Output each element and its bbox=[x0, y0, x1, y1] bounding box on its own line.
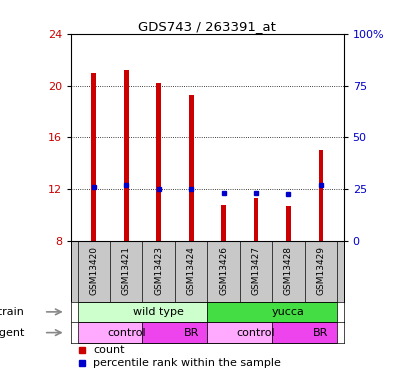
Text: yucca: yucca bbox=[272, 307, 305, 317]
Title: GDS743 / 263391_at: GDS743 / 263391_at bbox=[138, 20, 276, 33]
Text: strain: strain bbox=[0, 307, 25, 317]
Text: control: control bbox=[237, 328, 275, 338]
Text: BR: BR bbox=[183, 328, 199, 338]
Text: agent: agent bbox=[0, 328, 25, 338]
Bar bbox=[71, 302, 77, 322]
Text: control: control bbox=[107, 328, 146, 338]
Text: GSM13421: GSM13421 bbox=[122, 246, 131, 295]
Bar bbox=[272, 322, 337, 343]
Bar bbox=[254, 198, 258, 241]
Text: GSM13427: GSM13427 bbox=[252, 246, 261, 295]
Bar bbox=[156, 83, 161, 241]
Text: percentile rank within the sample: percentile rank within the sample bbox=[93, 358, 281, 368]
Bar bbox=[91, 73, 96, 241]
Bar bbox=[207, 322, 272, 343]
Text: GSM13424: GSM13424 bbox=[187, 246, 196, 295]
Text: GSM13420: GSM13420 bbox=[89, 246, 98, 295]
Text: count: count bbox=[93, 345, 124, 355]
Bar bbox=[124, 70, 129, 241]
Bar bbox=[318, 150, 324, 241]
Bar bbox=[77, 302, 207, 322]
Text: GSM13429: GSM13429 bbox=[316, 246, 325, 295]
Text: GSM13428: GSM13428 bbox=[284, 246, 293, 295]
Bar bbox=[71, 322, 77, 343]
Text: GSM13423: GSM13423 bbox=[154, 246, 163, 295]
Bar bbox=[77, 322, 143, 343]
Text: GSM13426: GSM13426 bbox=[219, 246, 228, 295]
Text: wild type: wild type bbox=[133, 307, 184, 317]
Bar bbox=[286, 206, 291, 241]
Bar bbox=[189, 94, 194, 241]
Text: BR: BR bbox=[313, 328, 329, 338]
Bar bbox=[143, 322, 207, 343]
Bar bbox=[207, 302, 337, 322]
Bar bbox=[221, 205, 226, 241]
